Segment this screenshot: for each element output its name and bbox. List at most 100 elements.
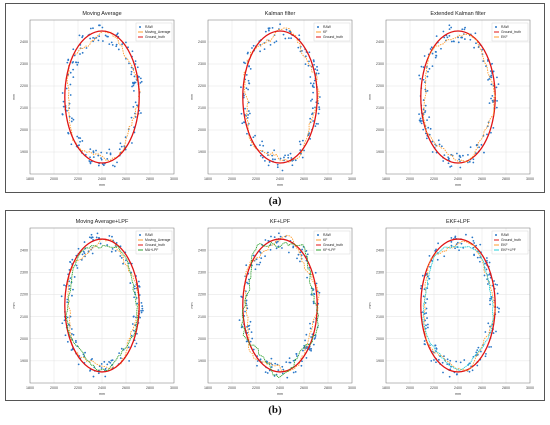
raw-point bbox=[99, 242, 102, 245]
y-tick-label: 2200 bbox=[376, 84, 384, 88]
raw-point bbox=[296, 257, 298, 260]
raw-point bbox=[297, 253, 300, 256]
raw-point bbox=[484, 262, 487, 265]
raw-point bbox=[489, 303, 491, 306]
raw-point bbox=[455, 360, 458, 363]
raw-point bbox=[125, 57, 127, 60]
raw-point bbox=[113, 165, 116, 168]
raw-point bbox=[307, 64, 310, 67]
plot-area-border bbox=[29, 19, 175, 175]
raw-point bbox=[98, 365, 101, 368]
y-tick-label: 2400 bbox=[20, 248, 28, 252]
x-tick-label: 2000 bbox=[50, 386, 58, 390]
raw-point bbox=[294, 159, 297, 162]
raw-point bbox=[133, 287, 136, 290]
raw-point bbox=[428, 254, 431, 257]
raw-point bbox=[104, 34, 107, 37]
chart-title: KF+LPF bbox=[270, 219, 291, 225]
series-kf-lpf bbox=[240, 241, 319, 379]
chart-title: Kalman filter bbox=[265, 11, 296, 17]
legend-label: RAW bbox=[323, 233, 332, 237]
x-tick-label: 3000 bbox=[170, 177, 178, 181]
raw-point bbox=[141, 305, 144, 307]
x-axis-label: mm bbox=[99, 392, 105, 396]
raw-point bbox=[428, 116, 431, 119]
legend-label: RAW bbox=[501, 233, 510, 237]
x-tick-label: 2400 bbox=[276, 177, 284, 181]
raw-point bbox=[68, 288, 71, 290]
raw-point bbox=[100, 157, 102, 160]
raw-point bbox=[131, 142, 133, 144]
raw-point bbox=[312, 288, 315, 291]
raw-point bbox=[129, 282, 132, 284]
legend-label: Moving_Average bbox=[145, 238, 170, 242]
raw-point bbox=[125, 259, 127, 262]
raw-point bbox=[310, 348, 313, 350]
y-axis-label: mm bbox=[12, 94, 16, 100]
raw-point bbox=[495, 106, 498, 109]
raw-point bbox=[139, 81, 142, 84]
raw-point bbox=[125, 41, 127, 44]
raw-point bbox=[431, 151, 434, 153]
raw-point bbox=[437, 358, 440, 361]
raw-point bbox=[276, 166, 279, 169]
raw-point bbox=[318, 106, 321, 109]
raw-point bbox=[427, 326, 429, 329]
legend-label: Ground_truth bbox=[501, 30, 521, 34]
raw-point bbox=[134, 60, 137, 63]
chart-svg: Moving Average+LPF 1800 2000 2200 2400 2600 28… bbox=[12, 219, 178, 396]
raw-point bbox=[472, 246, 475, 249]
raw-point bbox=[140, 311, 143, 314]
raw-point bbox=[463, 38, 466, 40]
y-tick-label: 2300 bbox=[198, 62, 206, 66]
raw-point bbox=[420, 122, 423, 125]
raw-point bbox=[98, 24, 101, 27]
x-tick-label: 2400 bbox=[454, 386, 462, 390]
raw-point bbox=[281, 365, 284, 368]
legend-label: RAW bbox=[501, 25, 510, 29]
raw-point bbox=[488, 261, 491, 264]
raw-point bbox=[483, 274, 486, 277]
raw-point bbox=[120, 256, 123, 259]
x-tick-label: 2200 bbox=[252, 386, 260, 390]
raw-point bbox=[478, 260, 481, 263]
legend-box bbox=[491, 22, 529, 42]
raw-point bbox=[441, 361, 444, 364]
raw-point bbox=[81, 35, 84, 37]
raw-point bbox=[448, 375, 451, 378]
raw-point bbox=[475, 42, 477, 45]
raw-point bbox=[428, 277, 431, 280]
raw-point bbox=[72, 333, 75, 336]
raw-point bbox=[76, 63, 79, 66]
raw-point bbox=[84, 351, 86, 354]
raw-point bbox=[72, 76, 75, 79]
legend-label: MA+LPF bbox=[145, 248, 158, 252]
x-tick-label: 2600 bbox=[122, 177, 130, 181]
raw-point bbox=[108, 148, 111, 151]
raw-point bbox=[92, 150, 95, 153]
chart-title: Moving Average+LPF bbox=[76, 219, 129, 225]
raw-point bbox=[490, 76, 493, 79]
raw-point bbox=[442, 30, 445, 33]
raw-point bbox=[247, 282, 249, 285]
raw-point bbox=[267, 29, 270, 32]
raw-point bbox=[116, 161, 118, 164]
raw-point bbox=[288, 361, 291, 364]
raw-point bbox=[435, 361, 437, 364]
raw-point bbox=[476, 256, 479, 259]
raw-point bbox=[252, 44, 255, 47]
y-tick-label: 2300 bbox=[20, 270, 28, 274]
raw-point bbox=[308, 60, 310, 63]
raw-point bbox=[490, 345, 492, 348]
legend-label: EKF bbox=[501, 243, 508, 247]
x-tick-label: 2600 bbox=[478, 177, 486, 181]
raw-point bbox=[434, 56, 437, 59]
raw-point bbox=[311, 98, 314, 101]
x-tick-label: 2800 bbox=[324, 386, 332, 390]
raw-point bbox=[312, 302, 315, 305]
raw-point bbox=[256, 360, 259, 362]
raw-point bbox=[426, 119, 428, 122]
raw-point bbox=[487, 283, 489, 285]
raw-point bbox=[312, 343, 315, 346]
raw-point bbox=[249, 340, 252, 343]
